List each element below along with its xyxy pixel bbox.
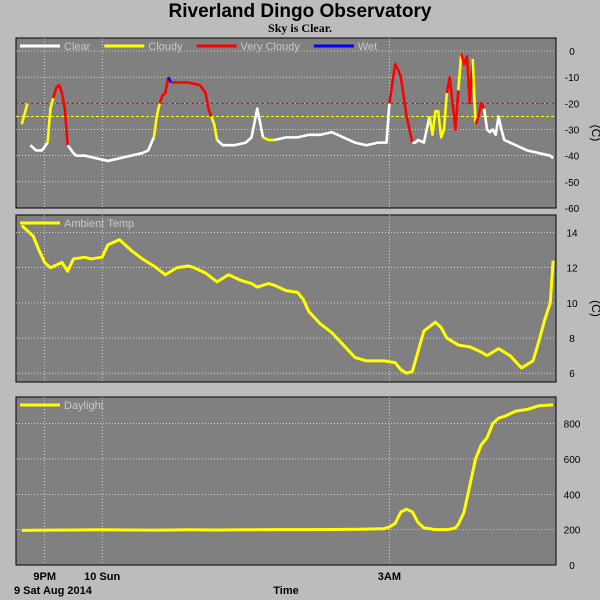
x-tick-label: 10 Sun — [84, 571, 120, 583]
daylight-series-line — [21, 403, 554, 532]
legend-label: Daylight — [64, 400, 104, 412]
y-tick-label: -10 — [565, 73, 580, 84]
y-tick-label: 10 — [566, 299, 578, 310]
sky-panel: 0 -10 -20 -30 -40 -50 -60 (C) Clear Cloudy Very Cl… — [15, 37, 600, 215]
y-tick-label: 0 — [569, 561, 575, 572]
sky-series-clear — [412, 116, 431, 144]
ambient-series-line — [20, 224, 555, 375]
sky-series-cloudy — [210, 116, 219, 141]
y-tick-label: -20 — [565, 99, 580, 110]
y-tick-label: 12 — [566, 264, 578, 275]
legend-label: Very Cloudy — [241, 41, 301, 53]
y-tick-label: 14 — [566, 229, 578, 240]
y-tick-label: -40 — [565, 152, 580, 163]
sky-series-clear — [66, 136, 156, 163]
y-tick-label: 600 — [564, 455, 581, 466]
sky-series-clear — [216, 107, 265, 147]
y-tick-label: -30 — [565, 126, 580, 137]
x-axis-ticks: 9PM 10 Sun 3AM — [33, 571, 401, 583]
sky-series-cloudy — [152, 103, 161, 138]
y-axis-unit: (C) — [589, 125, 600, 142]
legend-label: Ambient Temp — [64, 218, 134, 230]
y-tick-label: 0 — [569, 47, 575, 58]
y-axis-unit: (C) — [589, 300, 600, 317]
sky-series-clear — [29, 141, 49, 152]
panel-background — [15, 37, 557, 209]
y-tick-label: -50 — [565, 178, 580, 189]
y-tick-label: -60 — [565, 204, 580, 215]
y-tick-label: 8 — [569, 334, 575, 345]
legend-label: Wet — [358, 41, 377, 53]
y-tick-label: 200 — [564, 526, 581, 537]
date-label: 9 Sat Aug 2014 — [14, 585, 93, 597]
page-subtitle: Sky is Clear. — [268, 21, 332, 35]
sky-series-very_cloudy — [171, 81, 213, 117]
legend-label: Clear — [64, 41, 91, 53]
y-tick-label: 800 — [564, 420, 581, 431]
sky-series-cloudy — [428, 92, 449, 139]
ambient-panel: 14 12 10 8 6 (C) Ambient Temp — [15, 214, 600, 383]
sky-series-cloudy — [20, 103, 29, 125]
sky-series-very_cloudy — [158, 76, 170, 104]
panel-background — [15, 396, 557, 566]
sky-series-very_cloudy — [474, 102, 486, 125]
page-title: Riverland Dingo Observatory — [169, 1, 432, 22]
sky-series-cloudy — [262, 136, 275, 142]
x-tick-label: 9PM — [33, 571, 56, 583]
legend-label: Cloudy — [148, 41, 183, 53]
sky-series-very_cloudy — [459, 53, 474, 105]
y-tick-label: 6 — [569, 369, 575, 380]
sky-series-clear — [482, 108, 555, 160]
sky-series-clear — [274, 103, 391, 147]
sky-series-cloudy — [46, 97, 55, 143]
sky-series-cloudy — [471, 58, 477, 125]
sky-series-very_cloudy — [52, 83, 69, 146]
x-axis-label: Time — [273, 585, 298, 597]
sky-series-cloudy — [457, 53, 463, 91]
x-tick-label: 3AM — [378, 571, 401, 583]
sky-series-wet — [167, 76, 173, 84]
sky-series-very_cloudy — [445, 75, 460, 131]
sky-series-very_cloudy — [388, 62, 414, 143]
panel-background — [15, 214, 557, 383]
daylight-panel: 800 600 400 200 0 Daylight — [15, 396, 581, 572]
y-tick-label: 400 — [564, 490, 581, 501]
